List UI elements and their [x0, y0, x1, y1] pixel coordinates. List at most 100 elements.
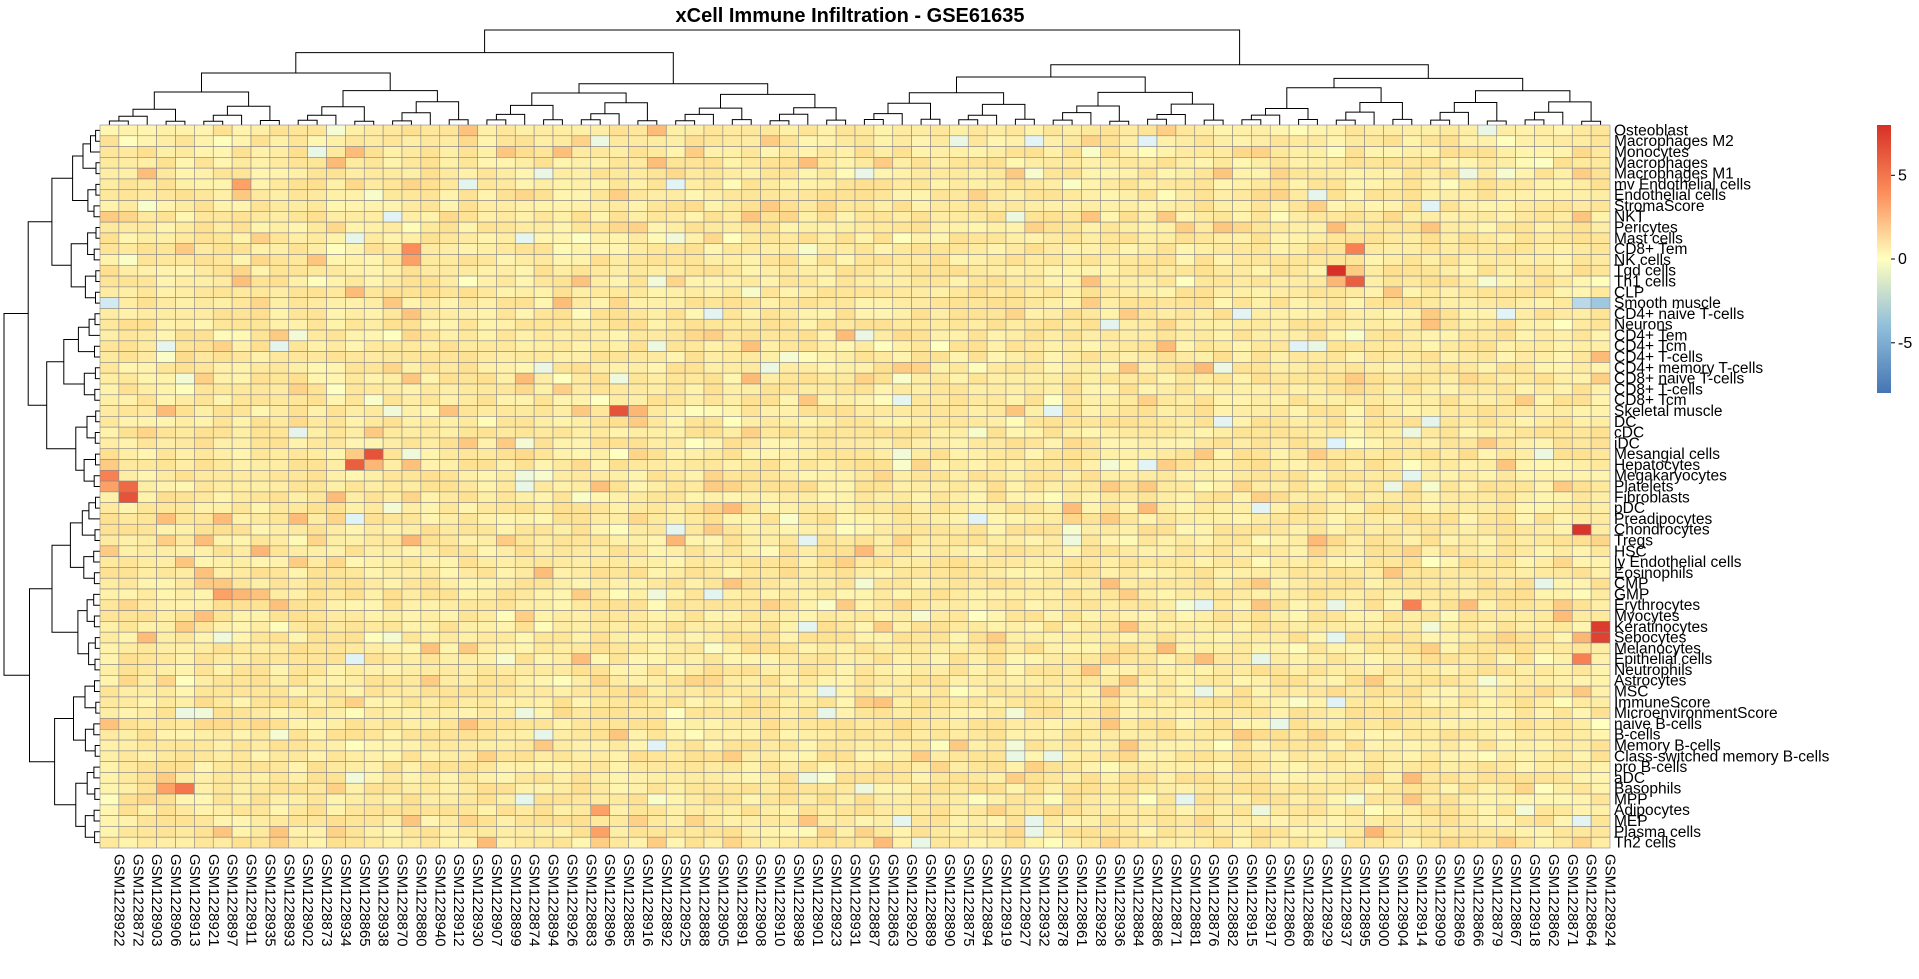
- heatmap-cell: [854, 534, 875, 547]
- heatmap-cell: [1590, 728, 1611, 741]
- heatmap-cell: [1024, 394, 1045, 406]
- heatmap-cell: [175, 135, 195, 147]
- heatmap-cell: [401, 448, 422, 460]
- heatmap-cell: [590, 362, 610, 374]
- heatmap-cell: [1213, 523, 1233, 536]
- heatmap-cell: [1118, 362, 1139, 374]
- heatmap-cell: [533, 146, 554, 158]
- heatmap-cell: [1553, 362, 1573, 374]
- heatmap-cell: [156, 728, 176, 741]
- heatmap-cell: [930, 221, 950, 234]
- heatmap-cell: [1213, 685, 1233, 698]
- heatmap-cell: [703, 739, 724, 752]
- heatmap-cell: [628, 696, 648, 709]
- heatmap-cell: [1100, 221, 1120, 234]
- heatmap-cell: [1251, 610, 1271, 622]
- heatmap-cell: [1326, 599, 1347, 611]
- heatmap-cell: [722, 718, 743, 730]
- heatmap-cell: [1100, 664, 1120, 676]
- heatmap-cell: [1326, 437, 1347, 450]
- heatmap-cell: [118, 696, 139, 709]
- heatmap-cell: [703, 362, 724, 374]
- heatmap-cell: [307, 405, 327, 417]
- heatmap-cell: [1477, 513, 1498, 525]
- heatmap-cell: [363, 146, 384, 158]
- heatmap-cell: [1100, 577, 1120, 590]
- dendrogram-branch: [73, 696, 86, 741]
- heatmap-cell: [760, 588, 780, 601]
- heatmap-cell: [382, 556, 403, 568]
- heatmap-cell: [231, 351, 252, 363]
- dendrogram-branch: [1050, 64, 1429, 79]
- heatmap-cell: [986, 221, 1007, 234]
- heatmap-cell: [118, 577, 139, 590]
- heatmap-cell: [911, 448, 931, 460]
- heatmap-cell: [118, 761, 139, 773]
- heatmap-cell: [741, 739, 761, 752]
- heatmap-cell: [533, 351, 554, 363]
- heatmap-cell: [703, 728, 724, 741]
- heatmap-cell: [609, 502, 629, 514]
- heatmap-cell: [1402, 707, 1422, 719]
- heatmap-cell: [250, 318, 271, 331]
- heatmap-cell: [1043, 642, 1063, 655]
- heatmap-cell: [1137, 577, 1158, 590]
- heatmap-cell: [552, 416, 573, 428]
- heatmap-cell: [684, 685, 705, 698]
- heatmap-cell: [458, 416, 478, 428]
- heatmap-cell: [703, 167, 724, 180]
- heatmap-cell: [798, 167, 818, 180]
- heatmap-cell: [1156, 545, 1177, 557]
- heatmap-cell: [967, 243, 988, 255]
- heatmap-cell: [571, 631, 592, 644]
- heatmap-cell: [1194, 254, 1214, 266]
- heatmap-cell: [1402, 491, 1422, 503]
- heatmap-cell: [1156, 167, 1177, 180]
- heatmap-cell: [1213, 232, 1233, 245]
- heatmap-cell: [1062, 621, 1082, 633]
- heatmap-cell: [175, 739, 195, 752]
- heatmap-cell: [1477, 329, 1498, 342]
- heatmap-cell: [1251, 426, 1271, 439]
- heatmap-cell: [1364, 567, 1384, 579]
- heatmap-cell: [1420, 178, 1441, 191]
- heatmap-cell: [363, 621, 384, 633]
- heatmap-cell: [779, 297, 799, 309]
- heatmap-cell: [326, 739, 346, 752]
- heatmap-cell: [684, 200, 705, 212]
- heatmap-cell: [1288, 286, 1309, 298]
- heatmap-cell: [1194, 523, 1214, 536]
- heatmap-cell: [1137, 286, 1158, 298]
- heatmap-cell: [1439, 491, 1460, 503]
- heatmap-cell: [137, 221, 157, 234]
- heatmap-cell: [212, 383, 233, 396]
- heatmap-cell: [684, 243, 705, 255]
- heatmap-cell: [420, 707, 441, 719]
- heatmap-cell: [1005, 157, 1026, 169]
- heatmap-cell: [1307, 211, 1328, 223]
- heatmap-cell: [1553, 728, 1573, 741]
- heatmap-cell: [458, 167, 478, 180]
- heatmap-cell: [99, 286, 120, 298]
- heatmap-cell: [590, 470, 610, 482]
- heatmap-cell: [212, 599, 233, 611]
- heatmap-cell: [665, 211, 686, 223]
- heatmap-cell: [1100, 178, 1120, 191]
- heatmap-cell: [250, 761, 271, 773]
- heatmap-cell: [1232, 728, 1252, 741]
- heatmap-cell: [779, 718, 799, 730]
- heatmap-cell: [1251, 588, 1271, 601]
- heatmap-cell: [873, 480, 894, 493]
- heatmap-cell: [175, 437, 195, 450]
- heatmap-cell: [590, 351, 610, 363]
- heatmap-cell: [835, 696, 856, 709]
- heatmap-cell: [1364, 135, 1384, 147]
- heatmap-cell: [967, 685, 988, 698]
- heatmap-cell: [1137, 523, 1158, 536]
- dendrogram-branch: [675, 120, 696, 125]
- heatmap-cell: [1137, 394, 1158, 406]
- heatmap-cell: [1269, 696, 1290, 709]
- heatmap-cell: [1213, 653, 1233, 665]
- heatmap-cell: [118, 135, 139, 147]
- heatmap-cell: [665, 200, 686, 212]
